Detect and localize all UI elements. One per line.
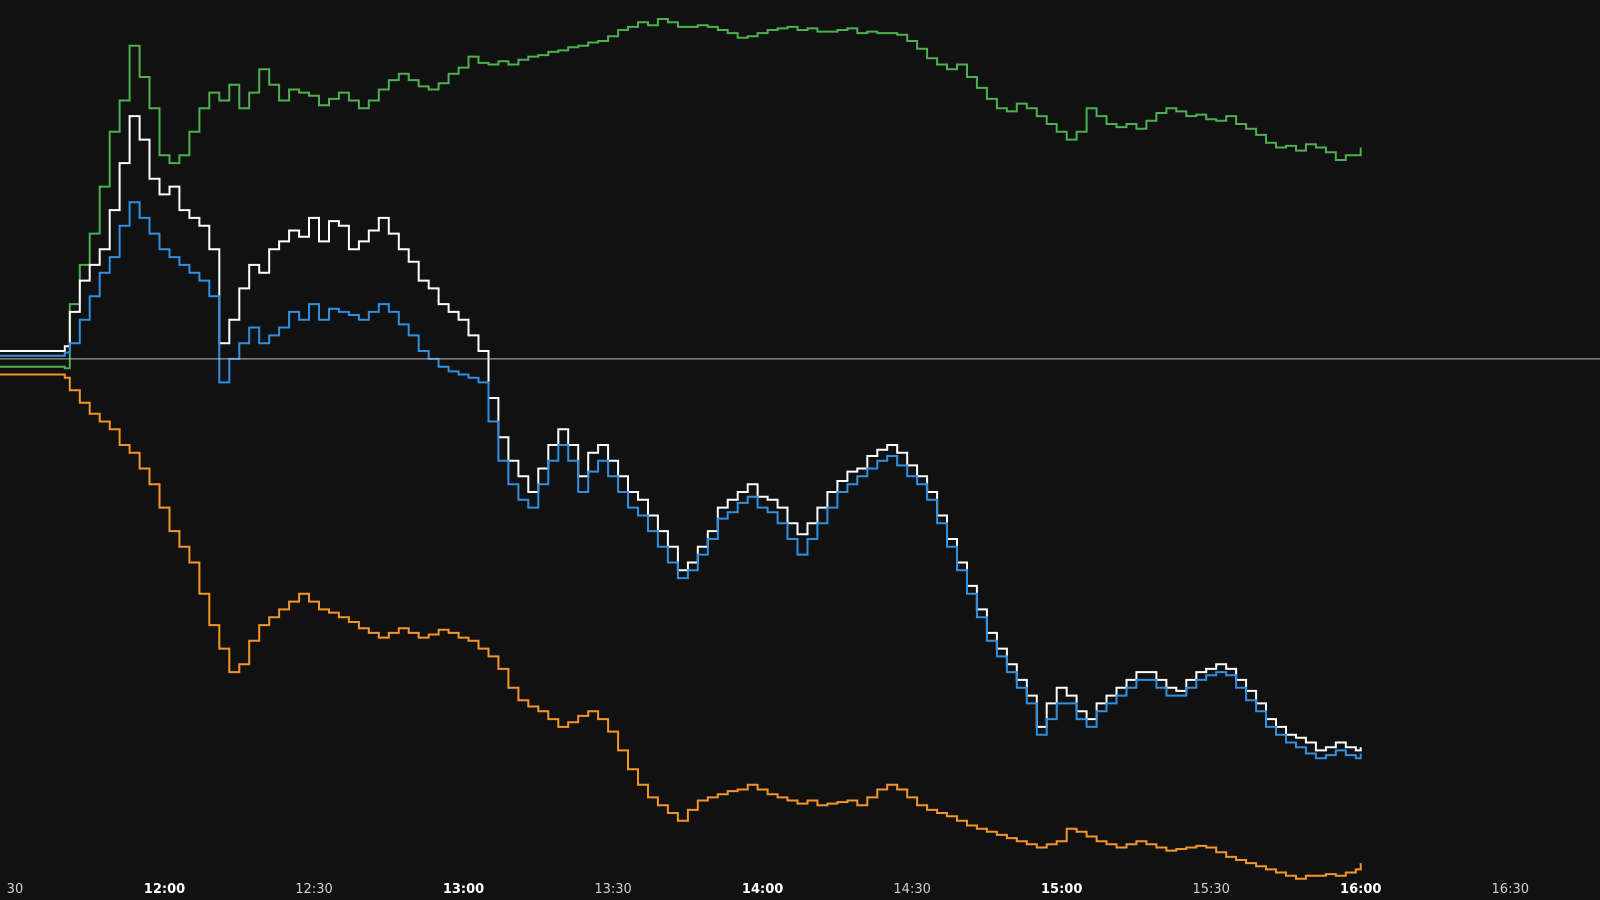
x-tick-label-1430: 14:30 [893, 882, 930, 897]
x-tick-label-1230: 12:30 [295, 882, 332, 897]
series-line-3 [0, 373, 1362, 880]
x-axis-ticks: 30 12:00 12:30 13:00 13:30 14:00 14:30 15:00 15:… [7, 882, 1529, 897]
x-tick-label-1330: 13:30 [594, 882, 631, 897]
series-line-0 [0, 18, 1362, 370]
x-tick-label-1600: 16:00 [1340, 882, 1381, 897]
series-layer [0, 18, 1362, 880]
x-tick-label-1500: 15:00 [1041, 882, 1082, 897]
x-tick-label-1130: 30 [7, 882, 24, 897]
x-tick-label-1200: 12:00 [144, 882, 185, 897]
series-line-2 [0, 201, 1362, 760]
x-tick-label-1400: 14:00 [742, 882, 783, 897]
x-tick-label-1530: 15:30 [1192, 882, 1229, 897]
x-tick-label-1630: 16:30 [1492, 882, 1529, 897]
x-tick-label-1300: 13:00 [443, 882, 484, 897]
